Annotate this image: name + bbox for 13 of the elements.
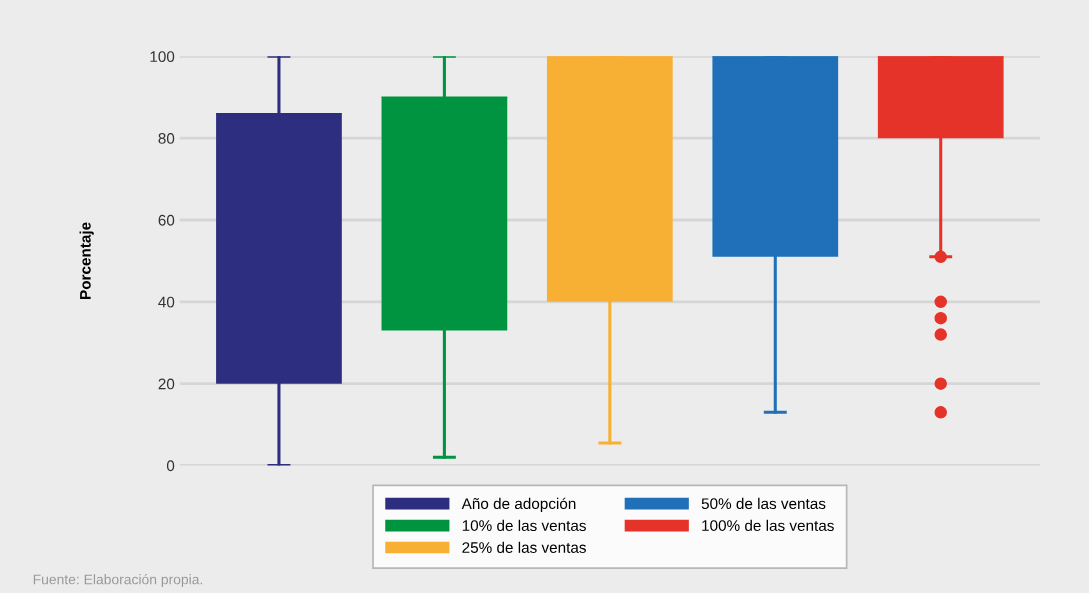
y-tick-label: 20 <box>158 378 175 390</box>
source-note: Fuente: Elaboración propia. <box>33 573 203 588</box>
y-tick-label: 80 <box>158 133 175 144</box>
y-tick-label: 40 <box>158 296 175 308</box>
y-tick-label: 0 <box>166 460 175 472</box>
legend-label: Año de adopción <box>461 497 576 513</box>
legend-label: 25% de las ventas <box>462 541 586 553</box>
legend-label: 100% de las ventas <box>702 519 834 531</box>
y-axis-title: Porcentaje <box>79 222 94 299</box>
legend-label: 50% de las ventas <box>701 497 826 510</box>
legend-label: 10% de las ventas <box>462 519 586 531</box>
y-tick-label: 60 <box>158 214 175 226</box>
y-tick-label: 100 <box>150 51 175 63</box>
